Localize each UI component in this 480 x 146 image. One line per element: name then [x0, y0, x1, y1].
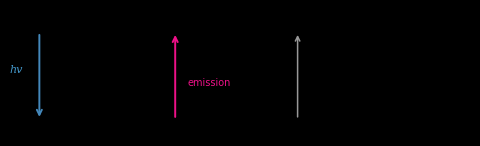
- Text: hv: hv: [10, 65, 23, 75]
- Text: emission: emission: [187, 78, 230, 88]
